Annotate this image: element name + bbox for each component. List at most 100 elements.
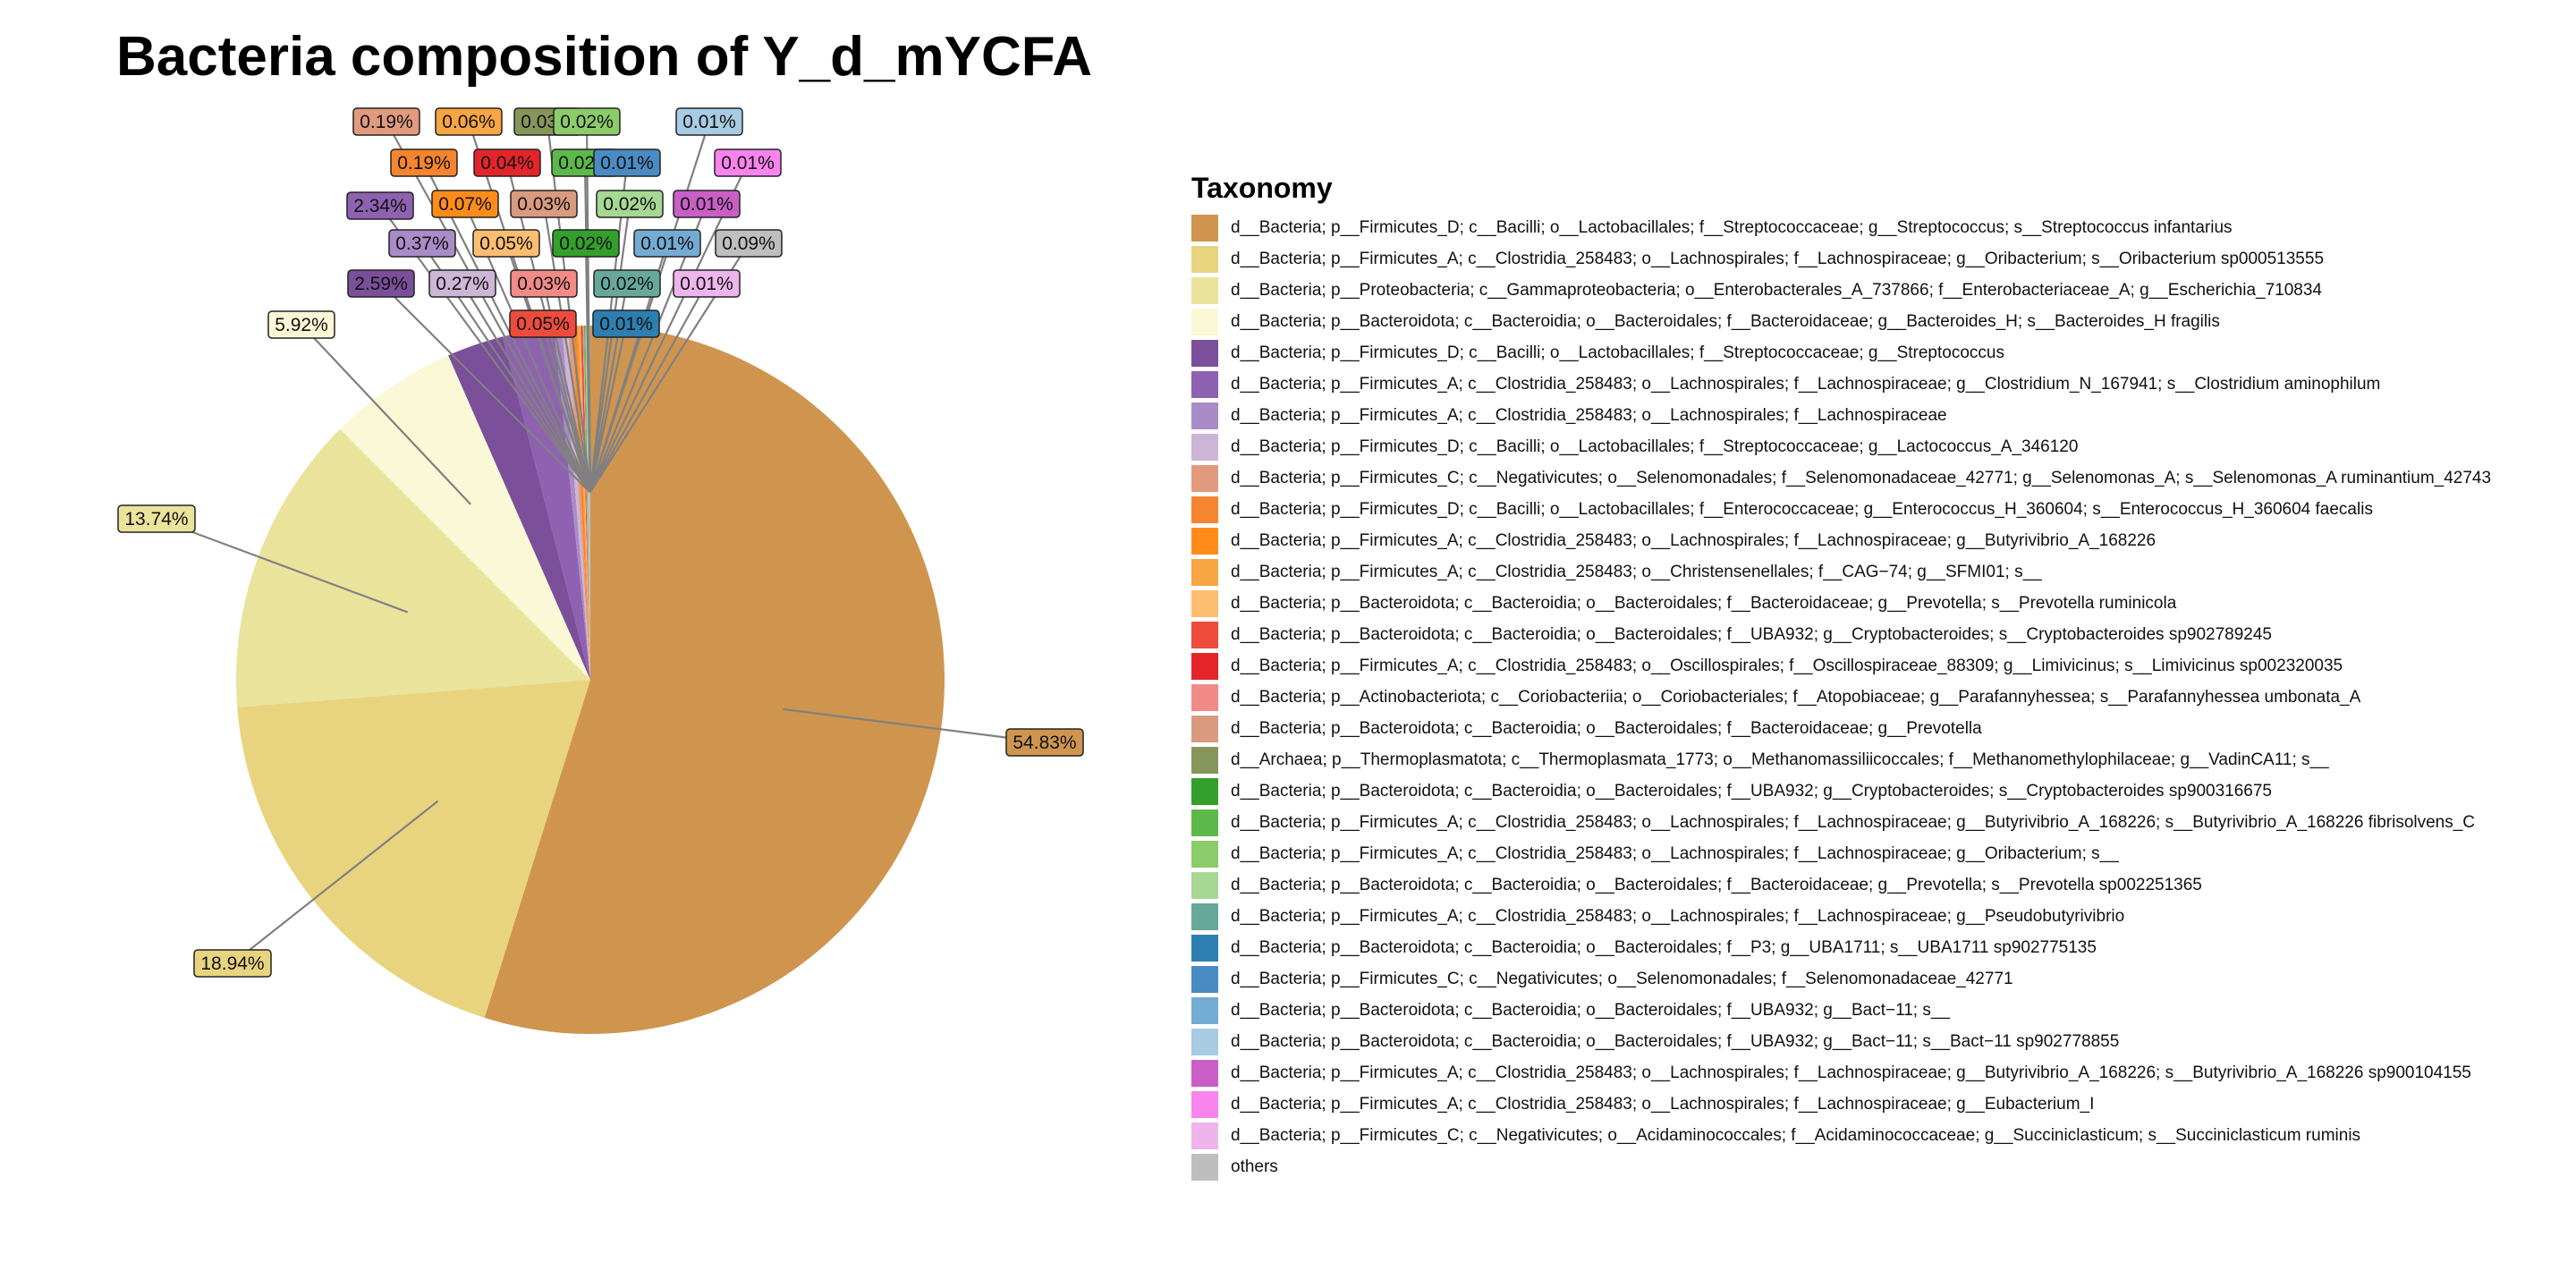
slice-label-8: 0.27%: [428, 269, 496, 298]
slice-label-5: 2.59%: [347, 269, 415, 298]
slice-label-9: 0.19%: [352, 107, 420, 136]
legend-item: d__Bacteria; p__Firmicutes_D; c__Bacilli…: [1191, 494, 2491, 525]
leader-line-21: [585, 121, 592, 493]
legend-swatch: [1191, 809, 1218, 836]
legend-label: d__Bacteria; p__Firmicutes_A; c__Clostri…: [1231, 1063, 2471, 1082]
legend-swatch: [1191, 589, 1218, 617]
legend-label: d__Bacteria; p__Bacteroidota; c__Bactero…: [1231, 311, 2220, 331]
slice-label-text: 0.37%: [395, 233, 449, 254]
slice-label-text: 54.83%: [1013, 733, 1076, 753]
pie-slice-23: [586, 326, 590, 680]
legend-label: d__Bacteria; p__Firmicutes_A; c__Clostri…: [1231, 405, 1947, 425]
legend-item: d__Bacteria; p__Bacteroidota; c__Bactero…: [1191, 1026, 2491, 1057]
legend-swatch: [1191, 746, 1218, 774]
legend-label: d__Bacteria; p__Firmicutes_D; c__Bacilli…: [1231, 217, 2233, 237]
pie-slice-6: [503, 327, 590, 680]
legend-item: d__Bacteria; p__Bacteroidota; c__Bactero…: [1191, 588, 2491, 619]
leader-line-18: [546, 121, 592, 493]
pie-slice-18: [583, 326, 590, 680]
slice-label-text: 0.09%: [722, 233, 775, 254]
legend-item: d__Bacteria; p__Firmicutes_A; c__Clostri…: [1191, 838, 2491, 869]
slice-label-text: 0.02%: [603, 194, 657, 215]
pie-slice-30: [588, 326, 590, 680]
pie-slice-25: [587, 326, 590, 680]
legend-label: d__Bacteria; p__Bacteroidota; c__Bactero…: [1231, 1031, 2120, 1051]
legend-item: d__Bacteria; p__Firmicutes_D; c__Bacilli…: [1191, 431, 2491, 462]
legend-item: d__Bacteria; p__Firmicutes_A; c__Clostri…: [1191, 650, 2491, 682]
legend-item: d__Bacteria; p__Firmicutes_C; c__Negativ…: [1191, 1120, 2491, 1151]
slice-label-text: 0.05%: [516, 314, 570, 335]
legend-item: d__Bacteria; p__Proteobacteria; c__Gamma…: [1191, 275, 2491, 306]
legend-swatch: [1191, 1059, 1218, 1087]
legend-swatch: [1191, 902, 1218, 930]
leader-line-5: [380, 283, 591, 493]
legend-label: d__Bacteria; p__Firmicutes_A; c__Clostri…: [1231, 812, 2476, 832]
slice-label-text: 0.01%: [680, 194, 733, 215]
legend-swatch: [1191, 402, 1218, 429]
legend-item: d__Bacteria; p__Firmicutes_A; c__Clostri…: [1191, 369, 2491, 400]
legend-swatch: [1191, 1122, 1218, 1149]
leader-line-30: [589, 283, 708, 493]
slice-label-28: 0.01%: [673, 190, 741, 218]
slice-label-text: 0.03%: [517, 274, 571, 294]
pie-slice-14: [580, 326, 590, 680]
legend-swatch: [1191, 245, 1218, 273]
legend-item: d__Bacteria; p__Bacteroidota; c__Bactero…: [1191, 932, 2491, 963]
pie-slice-15: [581, 326, 590, 680]
slice-label-text: 0.19%: [360, 112, 413, 132]
slice-label-6: 2.34%: [346, 191, 414, 220]
pie-slice-1: [484, 326, 945, 1034]
legend-label: d__Bacteria; p__Firmicutes_C; c__Negativ…: [1231, 468, 2492, 487]
pie-slice-24: [587, 326, 590, 680]
legend-swatch: [1191, 652, 1218, 680]
slice-label-16: 0.03%: [510, 269, 578, 298]
legend-item: d__Archaea; p__Thermoplasmatota; c__Ther…: [1191, 744, 2491, 775]
pie-slice-11: [576, 326, 590, 680]
slice-label-text: 0.19%: [397, 153, 451, 174]
legend-label: d__Bacteria; p__Firmicutes_A; c__Clostri…: [1231, 374, 2381, 394]
pie-slice-5: [448, 336, 590, 680]
slice-label-text: 0.01%: [682, 112, 736, 132]
legend-label: d__Bacteria; p__Bacteroidota; c__Bactero…: [1231, 1000, 1950, 1020]
legend-label: d__Bacteria; p__Firmicutes_C; c__Negativ…: [1231, 1125, 2361, 1145]
pie-slice-7: [554, 326, 590, 680]
slice-label-2: 18.94%: [193, 949, 272, 978]
slice-label-text: 2.34%: [353, 196, 407, 216]
legend-item: d__Bacteria; p__Bacteroidota; c__Bactero…: [1191, 775, 2491, 807]
slice-label-11: 0.07%: [431, 190, 499, 218]
slice-label-31: 0.09%: [715, 229, 783, 258]
legend-label: d__Bacteria; p__Firmicutes_D; c__Bacilli…: [1231, 499, 2373, 519]
legend-swatch: [1191, 433, 1218, 461]
legend-swatch: [1191, 527, 1218, 555]
legend-item: d__Bacteria; p__Firmicutes_A; c__Clostri…: [1191, 901, 2491, 932]
legend-item: d__Bacteria; p__Firmicutes_A; c__Clostri…: [1191, 525, 2491, 556]
legend-label: d__Bacteria; p__Bacteroidota; c__Bactero…: [1231, 875, 2202, 894]
slice-label-17: 0.03%: [510, 190, 578, 218]
leader-line-22: [589, 203, 631, 493]
legend-label: d__Bacteria; p__Firmicutes_A; c__Clostri…: [1231, 249, 2325, 268]
legend-swatch: [1191, 214, 1218, 242]
legend-item: others: [1191, 1151, 2491, 1182]
legend-label: d__Bacteria; p__Firmicutes_A; c__Clostri…: [1231, 656, 2343, 675]
slice-label-23: 0.02%: [593, 269, 661, 298]
legend-swatch: [1191, 1028, 1218, 1055]
leader-line-24: [589, 323, 628, 493]
pie-slice-16: [582, 326, 590, 680]
legend-label: d__Bacteria; p__Bacteroidota; c__Bactero…: [1231, 937, 2097, 957]
slice-label-text: 0.02%: [559, 233, 613, 254]
legend-label: others: [1231, 1157, 1278, 1176]
legend-item: d__Bacteria; p__Firmicutes_C; c__Negativ…: [1191, 963, 2491, 995]
slice-label-22: 0.02%: [596, 190, 664, 218]
slice-label-4: 5.92%: [267, 310, 335, 339]
legend-item: d__Bacteria; p__Bacteroidota; c__Bactero…: [1191, 713, 2491, 744]
slice-label-24: 0.01%: [592, 309, 660, 338]
slice-label-text: 0.05%: [479, 233, 533, 254]
leader-line-1: [783, 708, 1046, 744]
pie-slice-2: [237, 680, 590, 1018]
slice-label-14: 0.05%: [509, 309, 577, 338]
slice-label-30: 0.01%: [673, 269, 741, 298]
slice-label-29: 0.01%: [714, 148, 782, 177]
slice-label-12: 0.06%: [435, 107, 503, 136]
slice-label-text: 0.02%: [560, 112, 614, 132]
pie-slice-4: [340, 355, 590, 680]
